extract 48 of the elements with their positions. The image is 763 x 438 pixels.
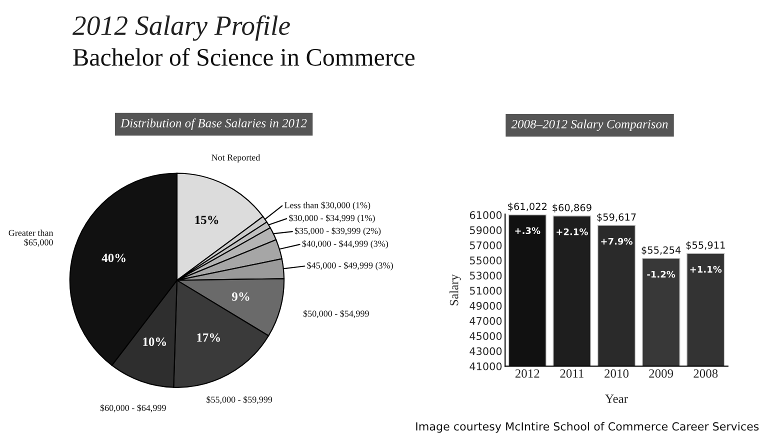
x-tick-label: 2012 [515,369,540,378]
annotation: +2.1% [556,228,588,236]
data-label: 17% [197,333,220,342]
y-tick-label: 43000 [470,347,502,356]
y-tick-label: 51000 [470,286,502,295]
annotation: +7.9% [601,238,633,245]
x-tick-label: 2008 [694,369,718,378]
slice-label: Not Reported [212,154,260,162]
annotation: +1.1% [690,266,722,273]
data-label: $59,617 [597,213,636,222]
y-axis-title: Salary [449,274,461,306]
annotation: -1.2% [647,270,676,278]
chart-title: 2008–2012 Salary Comparison [511,120,668,131]
slice-label: $40,000 - $44,999 (3%) [302,240,388,249]
text: Image courtesy McIntire School of Commerce Career Services [416,422,759,433]
data-label: 10% [143,338,166,346]
y-tick-label: 57000 [470,241,502,250]
data-label: 9% [232,292,250,301]
data-label: 40% [102,254,126,262]
y-tick-label: 53000 [470,272,502,280]
y-tick-label: 47000 [470,317,502,325]
y-tick-label: 45000 [470,332,502,340]
slice-label: $35,000 - $39,999 (2%) [294,227,381,236]
y-tick-label: 55000 [470,256,502,264]
annotation: +.3% [515,227,540,234]
y-tick-label: 49000 [470,302,502,310]
slice-label: Less than $30,000 (1%) [284,202,370,210]
y-tick-label: 59000 [470,226,502,234]
slice-label: $45,000 - $49,999 (3%) [307,262,393,270]
slice-label: $55,000 - $59,999 [206,396,272,404]
data-label: $55,911 [686,241,725,250]
data-label: $61,022 [508,202,547,212]
chart-title: Distribution of Base Salaries in 2012 [120,118,307,130]
text: 2012 Salary Profile [72,15,290,41]
data-label: $55,254 [642,246,681,256]
x-tick-label: 2010 [604,369,629,378]
x-tick-label: 2011 [560,369,584,378]
y-tick-label: 41000 [470,362,502,370]
slice-label: $50,000 - $54,999 [303,310,369,318]
slice-label: $30,000 - $34,999 (1%) [289,214,375,223]
slice-label: $60,000 - $64,999 [100,404,166,412]
x-axis-title: Year [605,394,628,403]
text: Bachelor of Science in Commerce [73,48,415,66]
y-tick-label: 61000 [470,211,502,220]
slice-label: Greater than $65,000 [8,230,54,247]
x-tick-label: 2009 [649,369,674,378]
data-label: $60,869 [552,204,592,213]
data-label: 15% [195,216,218,224]
